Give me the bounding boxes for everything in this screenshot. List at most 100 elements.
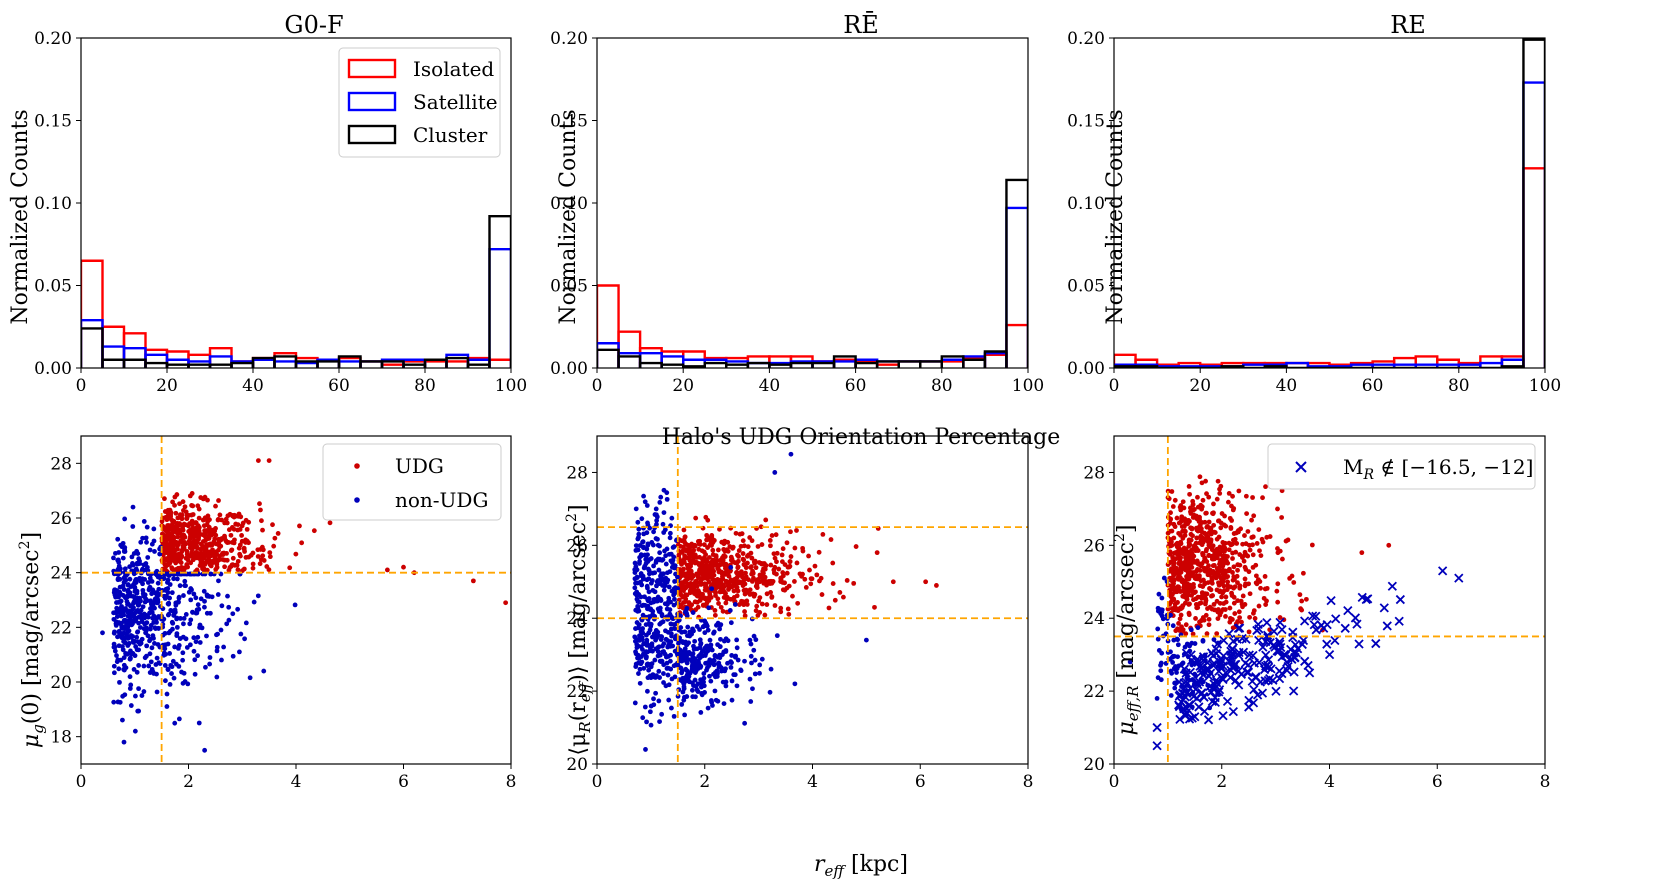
- scatter-point: [167, 595, 172, 601]
- scatter-point: [761, 561, 766, 567]
- scatter-point: [1200, 550, 1205, 556]
- scatter-point: [196, 606, 202, 612]
- scatter-point: [669, 515, 675, 521]
- scatter-point: [176, 529, 182, 535]
- scatter-point: [651, 529, 656, 535]
- scatter-point: [645, 603, 651, 609]
- scatter-point: [117, 679, 122, 685]
- scatter-point: [1259, 536, 1265, 542]
- scatter-point: [688, 581, 694, 586]
- scatter-point: [1188, 627, 1194, 633]
- scatter-point: [148, 601, 154, 606]
- scatter-point: [699, 595, 705, 601]
- scatter-point: [1178, 519, 1184, 525]
- scatter-point: [657, 608, 663, 614]
- scatter-point: [1229, 590, 1234, 596]
- scatter-point-x: [1227, 645, 1237, 655]
- scatter-point: [734, 570, 740, 576]
- scatter-point: [670, 545, 676, 550]
- scatter-point: [214, 564, 220, 570]
- scatter-point: [1204, 491, 1209, 497]
- scatter-point: [267, 550, 273, 555]
- scatter-point: [1195, 625, 1201, 631]
- scatter-point: [255, 458, 261, 463]
- scatter-point: [1215, 518, 1221, 524]
- scatter-point: [1209, 553, 1215, 559]
- scatter-point: [155, 574, 161, 580]
- hist-bar-satellite: [208, 355, 233, 368]
- scatter-point: [767, 538, 773, 543]
- scatter-point: [1190, 533, 1195, 539]
- y-tick-label: 24: [1083, 609, 1105, 629]
- scatter-point: [654, 522, 659, 527]
- scatter-point: [1230, 570, 1235, 575]
- scatter-point: [188, 586, 194, 591]
- scatter-point: [923, 579, 929, 585]
- scatter-point: [1189, 592, 1194, 598]
- scatter-point: [164, 704, 170, 709]
- scatter-point: [140, 535, 145, 541]
- scatter-point: [235, 567, 241, 573]
- scatter-point: [204, 633, 209, 639]
- scatter-point: [718, 636, 723, 642]
- scatter-point: [169, 671, 174, 676]
- scatter-point: [719, 589, 725, 595]
- scatter-point: [1359, 550, 1365, 556]
- scatter-point: [166, 600, 172, 606]
- scatter-point: [171, 675, 177, 681]
- scatter-point: [112, 644, 118, 650]
- scatter-point: [147, 651, 153, 657]
- scatter-point: [768, 578, 774, 584]
- scatter-point: [714, 622, 719, 628]
- legend-label: Cluster: [413, 123, 488, 147]
- scatter-point-x: [1198, 692, 1209, 702]
- scatter-point: [708, 678, 714, 684]
- scatter-point: [132, 728, 138, 734]
- scatter-point: [654, 514, 660, 520]
- hist-bar-isolated: [122, 332, 147, 368]
- scatter-point: [647, 709, 653, 715]
- scatter-point: [733, 653, 738, 659]
- scatter-point: [698, 640, 704, 646]
- scatter-point-x: [1233, 623, 1244, 634]
- scatter-point: [243, 554, 249, 560]
- axes-frame: [1113, 435, 1546, 765]
- legend: MR ∉ [−16.5, −12]: [1267, 443, 1536, 490]
- scatter-point: [786, 611, 792, 617]
- scatter-point: [206, 557, 212, 563]
- scatter-point: [227, 511, 233, 517]
- scatter-point-x: [1179, 678, 1189, 688]
- hist-bar-satellite: [638, 351, 663, 368]
- scatter-point: [669, 705, 674, 711]
- scatter-point: [1247, 591, 1253, 597]
- scatter-point: [165, 533, 171, 539]
- scatter-point: [667, 611, 673, 617]
- scatter-point: [704, 600, 710, 606]
- scatter-point: [161, 576, 167, 582]
- scatter-point: [205, 497, 210, 503]
- scatter-point: [175, 546, 180, 552]
- scatter-point: [716, 664, 722, 670]
- x-tick-label: 8: [1540, 772, 1551, 792]
- scatter-point: [1257, 579, 1263, 584]
- scatter-point: [720, 574, 725, 579]
- scatter-point: [1242, 549, 1248, 555]
- x-tick-label: 6: [915, 772, 926, 792]
- scatter-point: [701, 683, 707, 689]
- scatter-point: [692, 560, 698, 566]
- scatter-point: [131, 605, 136, 611]
- scatter-point: [164, 528, 170, 534]
- legend-label: UDG: [395, 454, 444, 478]
- scatter-point: [1187, 491, 1192, 497]
- scatter-point: [644, 530, 650, 536]
- scatter-point: [131, 594, 137, 600]
- scatter-point: [169, 619, 175, 625]
- scatter-point: [189, 522, 195, 528]
- scatter-point: [1190, 631, 1196, 637]
- scatter-point: [1203, 596, 1209, 602]
- scatter-point: [1243, 493, 1249, 499]
- scatter-point: [1232, 611, 1238, 616]
- scatter-point: [112, 629, 117, 635]
- scatter-point: [667, 535, 673, 541]
- scatter-point: [196, 515, 202, 521]
